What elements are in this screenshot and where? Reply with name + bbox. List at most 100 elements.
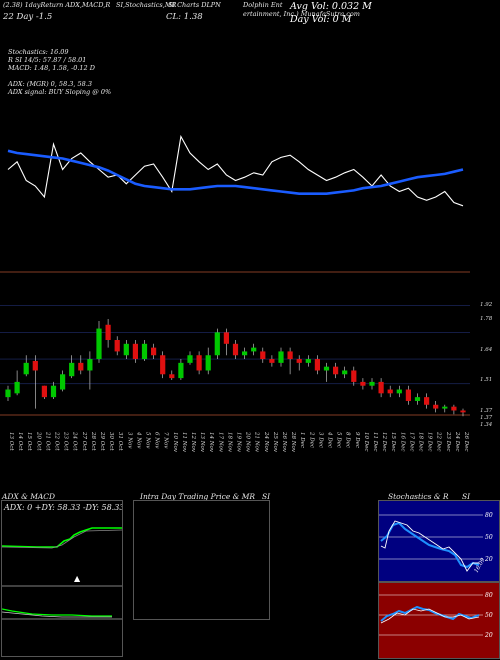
stoch-axis-20: 20 [484, 556, 493, 563]
date-axis-label: 7 Nov [163, 432, 169, 449]
date-axis-label: 13 Nov [199, 432, 205, 453]
candle-body [141, 343, 148, 360]
intraday-panel-title: Intra Day Trading Price & MR [140, 492, 256, 501]
adx-macd-panel: ADX: 0 +DY: 58.33 -DY: 58.33 ▲ [1, 500, 123, 657]
mrsi-line [380, 608, 480, 624]
candle-body [151, 347, 157, 356]
price-axis-label: 1.78 [480, 316, 493, 322]
candle-body [351, 370, 357, 382]
candle-body [196, 355, 202, 371]
rsi-axis-80: 80 [485, 592, 493, 599]
candle-body [205, 355, 211, 371]
candle-body [96, 328, 102, 360]
price-axis: 1.921.781.641.511.371.371.34 [480, 302, 493, 428]
date-axis-label: 22 Dec [436, 431, 442, 452]
candle-body [214, 332, 220, 356]
date-axis-label: 15 Dec [390, 432, 396, 452]
candle-body [387, 389, 393, 394]
date-axis-label: 5 Nov [145, 432, 151, 449]
line-chart-group [7, 134, 464, 207]
candle-body [5, 389, 11, 398]
header-close: CL: 1.38 [166, 12, 203, 22]
candle-body [405, 389, 411, 401]
date-axis-label: 23 Oct [63, 431, 69, 451]
candle-body [232, 343, 239, 356]
candle-body [424, 397, 430, 405]
date-axis-label: 26 Dec [463, 431, 469, 452]
date-axis-label: 18 Dec [418, 432, 424, 452]
date-axis-label: 12 Nov [190, 432, 196, 453]
candle-body [442, 406, 448, 409]
date-axis-label: 9 Dec [354, 432, 360, 448]
date-axis-label: 18 Nov [226, 432, 232, 453]
header-symbol: SI Charts DLPN [168, 1, 221, 9]
candle-body [296, 359, 302, 363]
candle-body [369, 381, 375, 386]
date-axis-label: 29 Oct [99, 431, 105, 451]
candle-body [269, 359, 275, 363]
adx-macd-plot: ▲ [2, 527, 122, 620]
rsi-readout: R SI 14/5: 57.87 / 58.01 [8, 56, 87, 64]
candle-body [78, 362, 84, 371]
candle-body [160, 355, 166, 375]
date-axis-label: 4 Nov [135, 431, 141, 449]
candle-body [169, 374, 175, 379]
moving-average-line [7, 149, 464, 195]
stochastics-readout: Stochastics: 16.09 [8, 48, 69, 56]
date-axis-label: 11 Dec [372, 432, 378, 452]
date-axis-label: 6 Nov [154, 432, 160, 449]
date-axis-label: 26 Nov [281, 431, 287, 453]
candle-body [378, 381, 384, 394]
candle-body [460, 410, 466, 413]
date-axis-label: 24 Oct [72, 431, 78, 451]
candle-body [223, 332, 229, 344]
stoch-axis-50: 50 [485, 534, 493, 541]
date-axis-label: 24 Dec [454, 431, 460, 452]
candle-body [242, 351, 248, 356]
date-axis-label: 21 Nov [254, 431, 260, 453]
candle-body [123, 343, 129, 356]
price-axis-label: 1.37 [480, 415, 493, 421]
macd-readout: MACD: 1.48, 1.58, -0.12 D [8, 64, 95, 72]
price-axis-label: 1.92 [480, 302, 493, 308]
date-axis-label: 25 Nov [272, 431, 278, 453]
date-axis-label: 19 Nov [236, 432, 242, 453]
candlestick-group [5, 319, 466, 417]
date-axis-label: 2 Dec [308, 431, 314, 448]
candle-body [414, 397, 421, 401]
price-axis-label: 1.51 [480, 377, 492, 383]
candle-body [451, 406, 457, 411]
candle-body [50, 385, 57, 398]
header-company-1: Dolphin Ent [243, 1, 283, 9]
date-axis-label: 31 Oct [117, 432, 123, 451]
close-price-line [7, 134, 464, 207]
date-axis-label: 3 Nov [126, 432, 132, 449]
stoch-d-line [380, 520, 479, 572]
candle-body [260, 351, 266, 360]
date-axis-label: 28 Nov [290, 431, 296, 453]
adx-signal-readout: ADX signal: BUY Sloping @ 0% [8, 88, 112, 96]
date-axis-label: 3 Dec [317, 432, 323, 448]
day-volume: Day Vol: 0 M [290, 14, 352, 25]
candle-body [105, 324, 111, 340]
date-axis-label: 30 Oct [108, 432, 114, 451]
candle-body [333, 366, 339, 375]
adx-readout: ADX: (MGR) 0, 58.3, 58.3 [8, 80, 93, 88]
candle-body [305, 359, 311, 363]
date-axis-label: 14 Oct [17, 432, 23, 451]
date-axis-label: 5 Dec [336, 432, 342, 448]
date-axis-label: 27 Oct [81, 431, 87, 451]
candle-body [23, 362, 29, 375]
candle-body [396, 389, 402, 394]
candle-body [60, 374, 66, 390]
candle-body [287, 351, 293, 360]
date-axis: 13 Oct 14 Oct 15 Oct 20 Oct 21 Oct 22 Oct 23 O… [8, 431, 469, 453]
date-axis-label: 22 Oct [54, 431, 60, 451]
date-axis-label: 14 Nov [208, 432, 214, 453]
date-axis-label: 12 Dec [381, 432, 387, 452]
stochastics-panel: 80 50 20 16.09 [378, 500, 500, 582]
candle-body [278, 351, 284, 363]
date-axis-label: 10 Dec [363, 432, 369, 452]
stoch-axis-80: 80 [485, 512, 493, 519]
adx-macd-readout: ADX: 0 +DY: 58.33 -DY: 58.33 [4, 503, 123, 512]
